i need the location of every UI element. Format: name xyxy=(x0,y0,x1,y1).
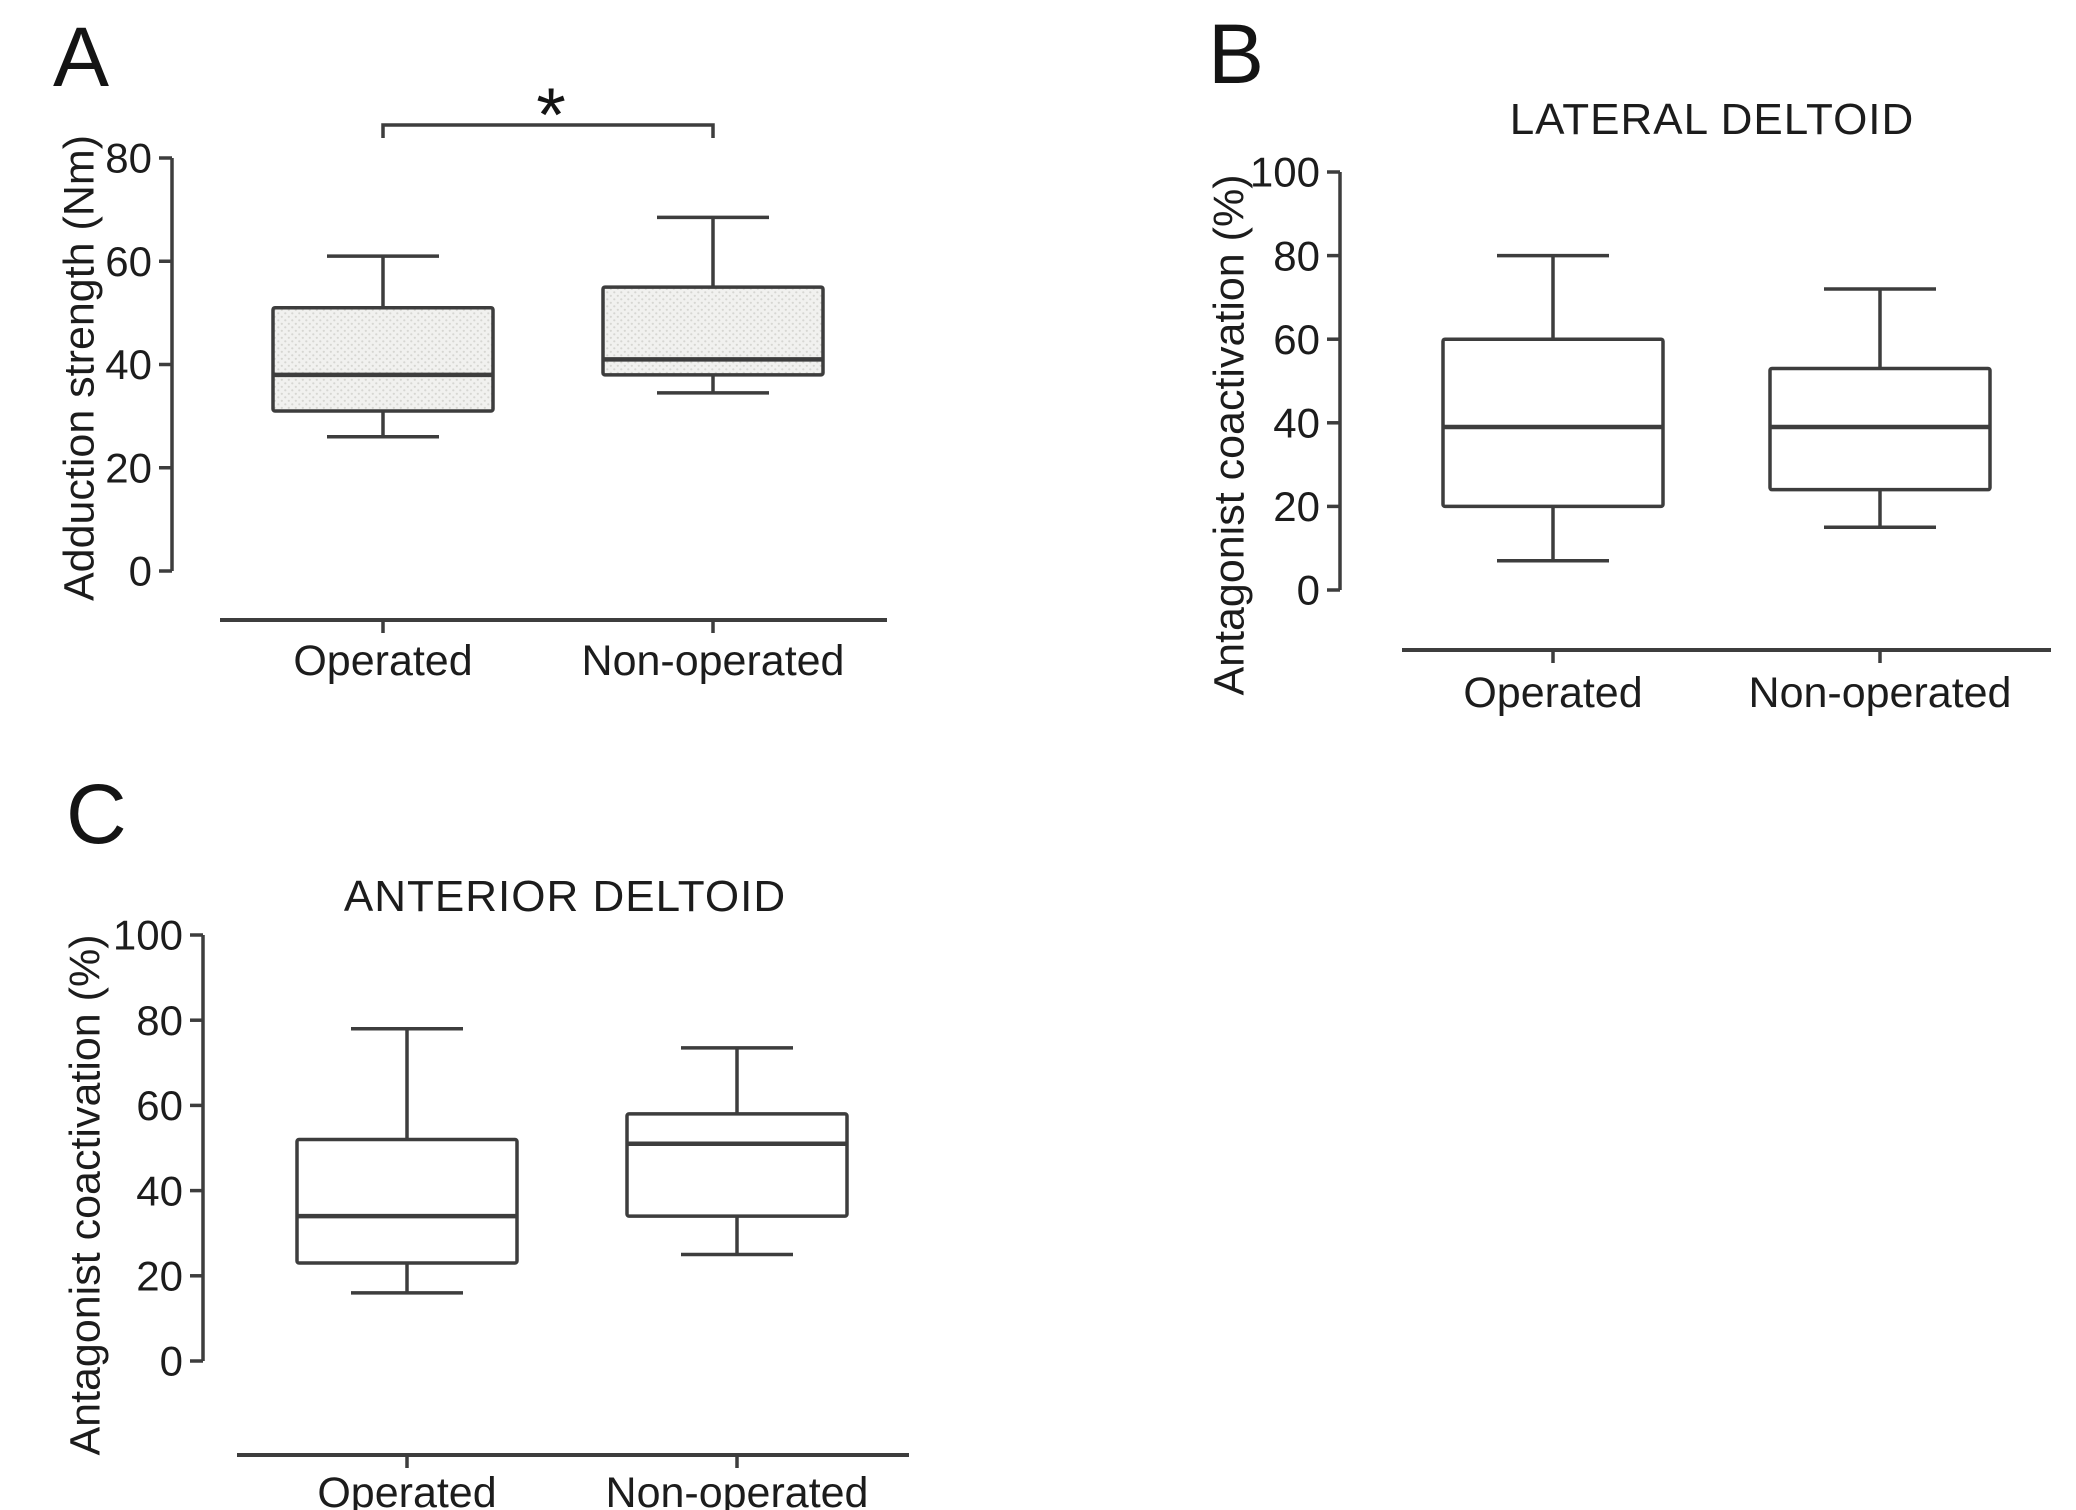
panel-b-box-operated xyxy=(1441,337,1665,509)
panel-a-letter: A xyxy=(53,10,110,104)
significance-asterisk: * xyxy=(536,73,566,158)
panel-a-y-tick-label: 40 xyxy=(105,341,152,388)
panel-c-letter: C xyxy=(66,767,127,861)
panel-b-y-tick-label: 20 xyxy=(1273,483,1320,530)
panel-b-y-tick-label: 60 xyxy=(1273,316,1320,363)
panel-c-y-tick-label: 60 xyxy=(136,1082,183,1129)
panel-b-y-tick-label: 80 xyxy=(1273,232,1320,279)
panel-c-y-tick-label: 40 xyxy=(136,1167,183,1214)
panel-a-y-tick-label: 80 xyxy=(105,135,152,182)
panel-c-category-label: Operated xyxy=(317,1469,496,1510)
panel-b-category-label: Operated xyxy=(1463,669,1642,717)
panel-b-y-tick-label: 100 xyxy=(1250,149,1320,196)
panel-a-category-label: Non-operated xyxy=(582,637,845,685)
panel-a-y-tick-label: 0 xyxy=(129,548,152,595)
panel-c-y-tick-label: 80 xyxy=(136,997,183,1044)
panel-b-title: LATERAL DELTOID xyxy=(1509,95,1915,144)
panel-b-category-label: Non-operated xyxy=(1749,669,2012,717)
panel-a-box-operated xyxy=(271,305,495,413)
panel-a-box-non-operated xyxy=(601,285,825,377)
panel-b-letter: B xyxy=(1208,7,1265,101)
panel-c-y-tick-label: 20 xyxy=(136,1253,183,1300)
significance-bracket xyxy=(381,123,715,138)
panel-b-y-tick-label: 0 xyxy=(1297,567,1320,614)
panel-a-y-tick-label: 60 xyxy=(105,238,152,285)
panel-c-y-tick-label: 0 xyxy=(160,1338,183,1385)
panel-a-y-tick-label: 20 xyxy=(105,444,152,491)
panel-c-title: ANTERIOR DELTOID xyxy=(343,872,787,921)
panel-c-category-label: Non-operated xyxy=(606,1469,869,1510)
panel-a-category-label: Operated xyxy=(293,637,472,685)
panel-c-y-tick-label: 100 xyxy=(113,912,183,959)
panel-c-box-operated xyxy=(295,1137,519,1265)
panel-b-y-tick-label: 40 xyxy=(1273,400,1320,447)
panel-c-box-non-operated xyxy=(625,1112,849,1218)
